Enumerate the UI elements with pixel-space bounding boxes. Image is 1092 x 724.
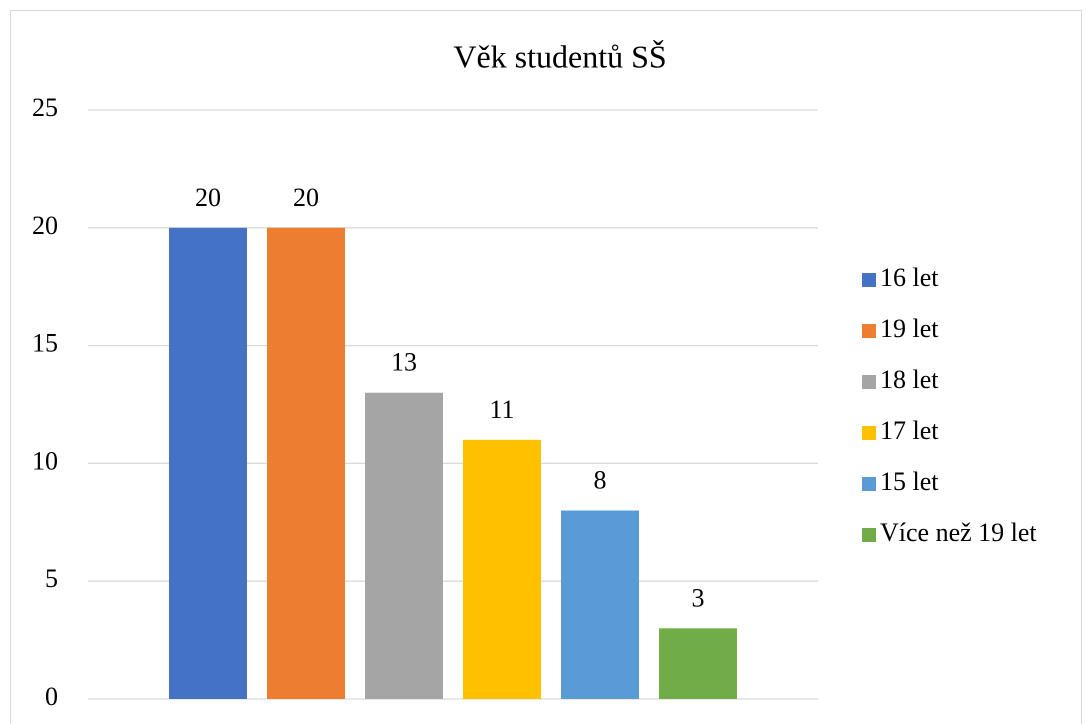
legend-label: 18 let xyxy=(880,365,939,394)
bar xyxy=(659,628,737,699)
bar xyxy=(561,510,639,699)
data-label: 3 xyxy=(692,583,705,612)
y-tick-label: 15 xyxy=(32,329,58,358)
legend-swatch xyxy=(862,273,876,287)
data-label: 11 xyxy=(489,395,514,424)
legend-swatch xyxy=(862,324,876,338)
legend-label: 16 let xyxy=(880,263,939,292)
bar xyxy=(365,392,443,699)
legend-swatch xyxy=(862,426,876,440)
data-label: 8 xyxy=(594,465,607,494)
legend-label: 17 let xyxy=(880,416,939,445)
legend-swatch xyxy=(862,375,876,389)
legend-label: Více než 19 let xyxy=(880,518,1037,547)
data-label: 20 xyxy=(293,183,319,212)
chart-title: Věk studentů SŠ xyxy=(453,38,666,74)
y-tick-label: 10 xyxy=(32,446,58,475)
bar xyxy=(267,227,345,700)
legend-label: 15 let xyxy=(880,467,939,496)
y-tick-label: 25 xyxy=(32,93,58,122)
y-tick-label: 5 xyxy=(45,564,58,593)
legend-swatch xyxy=(862,528,876,542)
y-tick-label: 0 xyxy=(45,682,58,711)
bar xyxy=(463,439,541,699)
legend-swatch xyxy=(862,477,876,491)
data-label: 20 xyxy=(195,183,221,212)
data-label: 13 xyxy=(391,348,417,377)
y-tick-label: 20 xyxy=(32,211,58,240)
bar xyxy=(169,227,247,700)
legend-label: 19 let xyxy=(880,314,939,343)
